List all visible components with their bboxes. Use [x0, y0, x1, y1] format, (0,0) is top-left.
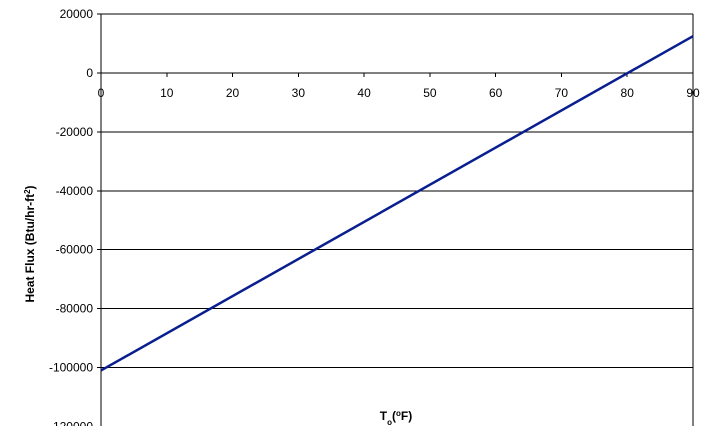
gridlines: [101, 13, 693, 368]
x-tick-label: 80: [621, 86, 635, 100]
x-tick-label: 40: [357, 86, 371, 100]
y-tick-label: -40000: [56, 184, 94, 198]
x-tick-label: 20: [226, 86, 240, 100]
series-layer: [100, 35, 694, 372]
y-tick-labels: 20000 0 -20000 -40000 -60000 -80000 -100000 -12…: [49, 7, 93, 426]
x-tick-label: 90: [686, 86, 700, 100]
series-line: [100, 35, 694, 372]
y-tick-label: -20000: [56, 125, 94, 139]
x-tick-label: 70: [555, 86, 569, 100]
x-tick-labels: 0 10 20 30 40 50 60 70 80 90: [98, 86, 700, 100]
x-tick-label: 0: [98, 86, 105, 100]
y-tick-label: -120000: [49, 419, 93, 426]
y-tick-label: 0: [86, 66, 93, 80]
x-tick-label: 60: [489, 86, 503, 100]
y-tick-label: 20000: [60, 7, 94, 21]
x-axis-title: To(oF): [380, 409, 412, 426]
axes: [97, 13, 694, 426]
y-tick-label: -100000: [49, 361, 93, 375]
y-axis-title: Heat Flux (Btu/hr-ft2): [23, 185, 38, 302]
y-tick-label: -80000: [56, 302, 94, 316]
x-tick-label: 10: [160, 86, 174, 100]
x-tick-label: 30: [292, 86, 306, 100]
x-tick-label: 50: [423, 86, 437, 100]
y-tick-label: -60000: [56, 243, 94, 257]
